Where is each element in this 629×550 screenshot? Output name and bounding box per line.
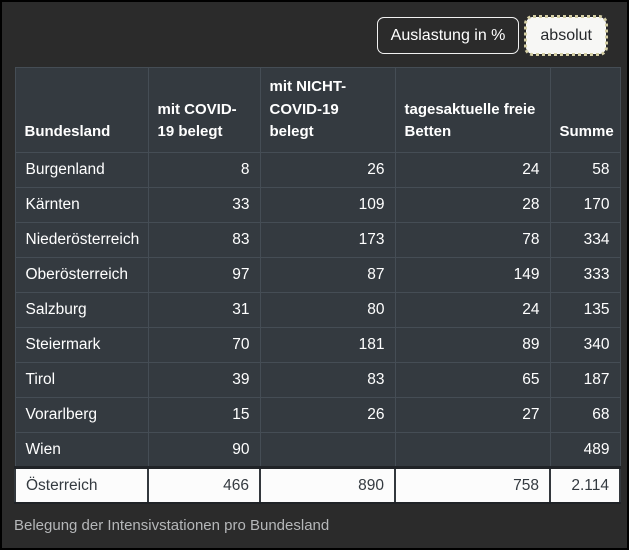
auslastung-percent-button[interactable]: Auslastung in % <box>376 17 520 54</box>
cell-bundesland: Wien <box>14 431 149 468</box>
unit-toggle-toolbar: Auslastung in % absolut <box>2 2 627 67</box>
cell-covid: 15 <box>147 396 261 433</box>
table-row: Wien 90 489 <box>14 431 621 468</box>
cell-bundesland: Salzburg <box>14 291 149 328</box>
cell-sum: 340 <box>549 326 621 363</box>
cell-free: 24 <box>394 151 551 188</box>
cell-non-covid: 26 <box>259 396 396 433</box>
table-row: Niederösterreich 83 173 78 334 <box>14 221 621 258</box>
cell-sum: 187 <box>549 361 621 398</box>
cell-covid: 70 <box>147 326 261 363</box>
cell-sum-total: 2.114 <box>549 465 621 504</box>
cell-covid: 90 <box>147 431 261 468</box>
table-caption: Belegung der Intensivstationen pro Bunde… <box>14 516 330 534</box>
table-row: Steiermark 70 181 89 340 <box>14 326 621 363</box>
cell-non-covid-total: 890 <box>259 465 396 504</box>
cell-covid: 39 <box>147 361 261 398</box>
cell-free: 65 <box>394 361 551 398</box>
cell-bundesland: Burgenland <box>14 151 149 188</box>
total-row: Österreich 466 890 758 2.114 <box>14 465 621 504</box>
table-row: Salzburg 31 80 24 135 <box>14 291 621 328</box>
col-header-freie-betten: tagesaktuelle freie Betten <box>394 67 551 153</box>
cell-non-covid <box>259 431 396 468</box>
absolut-button[interactable]: absolut <box>524 15 608 56</box>
cell-covid-total: 466 <box>147 465 261 504</box>
cell-free: 28 <box>394 186 551 223</box>
cell-sum: 333 <box>549 256 621 293</box>
cell-bundesland: Tirol <box>14 361 149 398</box>
cell-free: 89 <box>394 326 551 363</box>
cell-sum: 135 <box>549 291 621 328</box>
cell-free <box>394 431 551 468</box>
cell-bundesland: Kärnten <box>14 186 149 223</box>
cell-free: 78 <box>394 221 551 258</box>
cell-non-covid: 181 <box>259 326 396 363</box>
cell-free-total: 758 <box>394 465 551 504</box>
cell-covid: 97 <box>147 256 261 293</box>
table-row: Burgenland 8 26 24 58 <box>14 151 621 188</box>
cell-sum: 170 <box>549 186 621 223</box>
cell-covid: 33 <box>147 186 261 223</box>
cell-sum: 58 <box>549 151 621 188</box>
col-header-covid-belegt: mit COVID-19 belegt <box>147 67 261 153</box>
icu-occupancy-table: Bundesland mit COVID-19 belegt mit NICHT… <box>14 67 621 504</box>
cell-bundesland: Vorarlberg <box>14 396 149 433</box>
cell-non-covid: 173 <box>259 221 396 258</box>
cell-sum: 489 <box>549 431 621 468</box>
cell-non-covid: 26 <box>259 151 396 188</box>
col-header-bundesland: Bundesland <box>14 67 149 153</box>
cell-non-covid: 83 <box>259 361 396 398</box>
header-row: Bundesland mit COVID-19 belegt mit NICHT… <box>14 67 621 153</box>
table-header: Bundesland mit COVID-19 belegt mit NICHT… <box>14 67 621 153</box>
cell-free: 149 <box>394 256 551 293</box>
cell-non-covid: 80 <box>259 291 396 328</box>
cell-sum: 334 <box>549 221 621 258</box>
cell-covid: 83 <box>147 221 261 258</box>
table-row: Oberösterreich 97 87 149 333 <box>14 256 621 293</box>
cell-non-covid: 87 <box>259 256 396 293</box>
cell-covid: 31 <box>147 291 261 328</box>
cell-bundesland: Steiermark <box>14 326 149 363</box>
table-row: Vorarlberg 15 26 27 68 <box>14 396 621 433</box>
col-header-summe: Summe <box>549 67 621 153</box>
cell-non-covid: 109 <box>259 186 396 223</box>
table-row: Kärnten 33 109 28 170 <box>14 186 621 223</box>
cell-free: 27 <box>394 396 551 433</box>
cell-covid: 8 <box>147 151 261 188</box>
col-header-nicht-covid-belegt: mit NICHT-COVID-19 belegt <box>259 67 396 153</box>
cell-sum: 68 <box>549 396 621 433</box>
cell-free: 24 <box>394 291 551 328</box>
cell-bundesland: Niederösterreich <box>14 221 149 258</box>
cell-bundesland: Oberösterreich <box>14 256 149 293</box>
table-row: Tirol 39 83 65 187 <box>14 361 621 398</box>
cell-bundesland-total: Österreich <box>14 465 149 504</box>
